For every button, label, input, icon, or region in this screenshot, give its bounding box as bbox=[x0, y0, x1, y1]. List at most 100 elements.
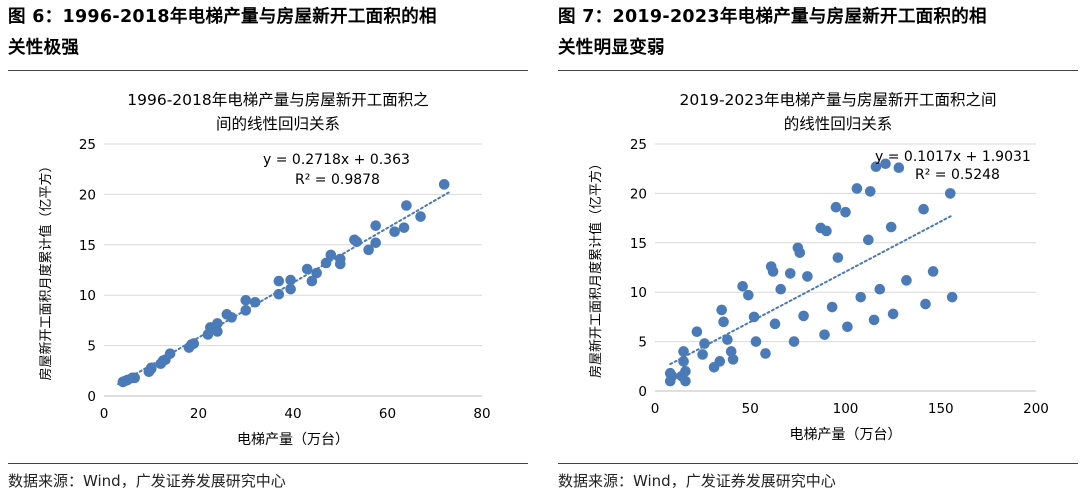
data-point bbox=[722, 334, 733, 345]
data-point bbox=[767, 266, 779, 277]
data-point bbox=[401, 200, 412, 211]
data-point bbox=[415, 211, 426, 222]
data-point bbox=[285, 274, 296, 286]
data-point bbox=[363, 244, 374, 256]
data-point bbox=[334, 258, 346, 270]
data-point bbox=[863, 234, 874, 246]
data-point bbox=[946, 291, 958, 303]
data-point bbox=[842, 321, 853, 333]
data-point bbox=[325, 249, 337, 261]
data-point bbox=[802, 271, 813, 282]
figure-heading: 图 7：2019-2023年电梯产量与房屋新开工面积的相 关性明显变弱 bbox=[558, 2, 1078, 64]
y-tick-label: 25 bbox=[79, 137, 96, 153]
data-point bbox=[832, 252, 844, 263]
trendline bbox=[117, 191, 450, 386]
y-tick-label: 15 bbox=[79, 238, 96, 254]
data-point bbox=[320, 257, 332, 269]
heading-divider bbox=[558, 70, 1078, 71]
data-point bbox=[311, 267, 322, 279]
x-tick-label: 60 bbox=[379, 406, 396, 422]
y-tick-label: 25 bbox=[630, 137, 647, 153]
data-point bbox=[798, 310, 809, 322]
chart-title-line1: 1996-2018年电梯产量与房屋新开工面积之 bbox=[127, 91, 429, 109]
x-tick-label: 200 bbox=[1023, 401, 1049, 417]
x-tick-label: 0 bbox=[651, 401, 660, 417]
x-tick-label: 150 bbox=[928, 401, 954, 417]
data-point bbox=[697, 349, 708, 360]
data-point bbox=[145, 362, 157, 374]
data-point bbox=[273, 275, 285, 287]
y-tick-label: 5 bbox=[638, 335, 647, 351]
data-point bbox=[438, 179, 450, 190]
data-point bbox=[851, 183, 863, 194]
y-tick-label: 10 bbox=[630, 285, 647, 301]
y-tick-label: 20 bbox=[630, 186, 647, 202]
data-point bbox=[188, 338, 200, 349]
data-point bbox=[920, 298, 931, 310]
x-tick-label: 0 bbox=[100, 406, 109, 422]
source-note: 数据来源：Wind，广发证券发展研究中心 bbox=[558, 472, 836, 490]
data-point bbox=[855, 291, 867, 303]
data-point bbox=[370, 237, 381, 249]
data-point bbox=[129, 372, 141, 384]
data-point bbox=[743, 289, 754, 301]
r-squared-label: R² = 0.5248 bbox=[915, 167, 1000, 183]
data-point bbox=[691, 326, 703, 338]
x-tick-label: 40 bbox=[284, 406, 301, 422]
figure-heading-line2: 关性极强 bbox=[8, 38, 80, 58]
source-note: 数据来源：Wind，广发证券发展研究中心 bbox=[8, 472, 286, 490]
data-point bbox=[678, 346, 689, 357]
data-point bbox=[164, 348, 176, 359]
data-point bbox=[737, 280, 748, 292]
chart-title-line1: 2019-2023年电梯产量与房屋新开工面积之间 bbox=[680, 91, 997, 109]
data-point bbox=[306, 275, 318, 287]
figure-heading: 图 6：1996-2018年电梯产量与房屋新开工面积的相 关性极强 bbox=[8, 2, 528, 64]
y-tick-label: 10 bbox=[79, 288, 96, 304]
data-point bbox=[273, 288, 285, 300]
data-point bbox=[893, 162, 905, 174]
data-point bbox=[398, 222, 410, 233]
data-point bbox=[351, 236, 363, 248]
data-point bbox=[249, 296, 261, 308]
data-point bbox=[927, 266, 939, 277]
data-point bbox=[901, 275, 912, 286]
y-tick-label: 0 bbox=[638, 384, 647, 400]
data-point bbox=[678, 356, 689, 367]
data-point bbox=[285, 283, 296, 295]
data-point bbox=[680, 375, 691, 387]
data-point bbox=[944, 188, 956, 199]
x-tick-label: 20 bbox=[190, 406, 207, 422]
data-point bbox=[212, 318, 223, 329]
data-point bbox=[821, 225, 832, 237]
heading-divider bbox=[8, 70, 528, 71]
chart-title-line2: 间的线性回归关系 bbox=[216, 115, 340, 133]
data-point bbox=[870, 161, 882, 173]
data-point bbox=[389, 226, 400, 237]
figure-heading-line2: 关性明显变弱 bbox=[558, 38, 665, 58]
y-axis-label: 房屋新开工面积月度累计值（亿平方） bbox=[38, 159, 54, 380]
data-point bbox=[226, 312, 237, 323]
x-tick-label: 50 bbox=[742, 401, 759, 417]
data-point bbox=[714, 356, 726, 367]
data-point bbox=[868, 314, 880, 326]
data-point bbox=[840, 206, 851, 218]
data-point bbox=[918, 203, 929, 215]
data-point bbox=[819, 329, 830, 340]
y-tick-label: 0 bbox=[87, 389, 96, 405]
r-squared-label: R² = 0.9878 bbox=[295, 172, 380, 188]
data-point bbox=[727, 354, 739, 365]
figure-heading-line1: 图 6：1996-2018年电梯产量与房屋新开工面积的相 bbox=[8, 7, 437, 27]
trendline bbox=[669, 214, 954, 366]
data-point bbox=[769, 318, 781, 330]
data-point bbox=[666, 370, 678, 382]
data-point bbox=[880, 158, 891, 170]
data-point bbox=[748, 311, 760, 323]
data-point bbox=[794, 247, 806, 258]
data-point bbox=[788, 336, 800, 347]
data-point bbox=[725, 346, 737, 357]
data-point bbox=[760, 348, 771, 359]
data-point bbox=[718, 316, 729, 328]
data-point bbox=[887, 308, 899, 320]
